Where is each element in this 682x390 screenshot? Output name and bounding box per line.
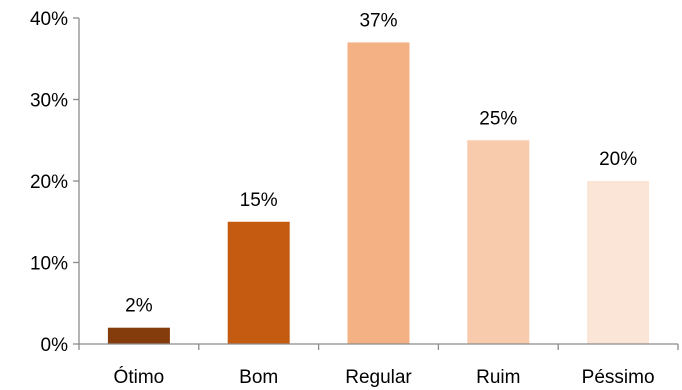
x-tick-label: Ótimo [114,366,165,388]
data-label: 2% [125,296,153,317]
bar-ruim [467,140,530,344]
bars-group [107,42,650,344]
x-tick-label: Regular [345,367,412,388]
data-label: 25% [479,108,517,129]
x-tick-label: Ruim [476,367,520,388]
y-tick-label: 40% [30,9,68,30]
x-axis-ticks [78,344,679,350]
y-tick-label: 10% [30,254,68,275]
data-label: 37% [359,10,397,31]
x-tick-label: Péssimo [582,367,655,388]
y-tick-label: 30% [30,91,68,112]
bar-pessimo [587,181,650,344]
data-labels-group: 2% 15% 37% 25% 20% [125,10,637,316]
y-axis-ticks: 0% 10% 20% 30% 40% [30,9,79,356]
y-tick-label: 0% [41,335,69,356]
x-tick-label: Bom [239,367,278,388]
y-tick-label: 20% [30,172,68,193]
bar-otimo [107,327,170,344]
bar-regular [347,42,410,344]
x-axis-labels: Ótimo Bom Regular Ruim Péssimo [114,366,655,388]
data-label: 20% [599,149,637,170]
data-label: 15% [240,190,278,211]
bar-bom [227,221,290,344]
